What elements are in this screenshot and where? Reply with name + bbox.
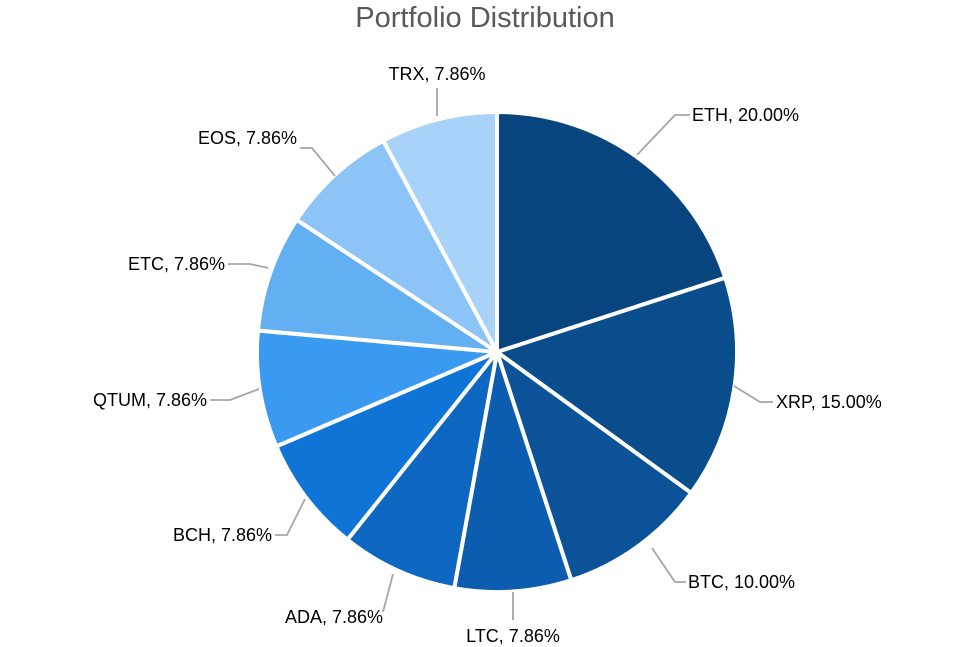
data-label-ltc: LTC, 7.86% [466,626,560,646]
data-label-xrp: XRP, 15.00% [776,392,882,412]
data-labels: ETH, 20.00% XRP, 15.00% BTC, 10.00% LTC, 7.… [93,64,882,646]
chart-title: Portfolio Distribution [355,2,615,34]
pie-slices [255,110,739,594]
pie-slice-btc [495,350,694,583]
pie-slice-etc [255,217,499,354]
pie-slice-ada [345,350,499,591]
pie-slice-eth [495,110,728,354]
leader-line-bch [275,498,306,536]
leader-line-etc [228,263,269,269]
data-label-eos: EOS, 7.86% [198,128,297,148]
leader-line-qtum [210,388,260,401]
leader-line-ada [382,573,394,613]
pie-slice-xrp [495,275,739,495]
leader-line-eos [300,147,336,177]
leader-lines [210,88,773,620]
data-label-bch: BCH, 7.86% [173,525,272,545]
pie-slice-ltc [452,350,574,594]
leader-line-xrp [733,385,773,403]
leader-line-btc [651,547,686,583]
data-label-btc: BTC, 10.00% [688,572,795,592]
data-label-ada: ADA, 7.86% [285,607,383,627]
leader-line-eth [636,114,690,156]
data-label-trx: TRX, 7.86% [388,64,485,84]
pie-slice-qtum [255,328,499,449]
data-label-eth: ETH, 20.00% [692,105,799,125]
data-label-etc: ETC, 7.86% [128,254,225,274]
data-label-qtum: QTUM, 7.86% [93,390,207,410]
pie-slice-trx [381,110,499,354]
pie-slice-bch [274,350,499,542]
